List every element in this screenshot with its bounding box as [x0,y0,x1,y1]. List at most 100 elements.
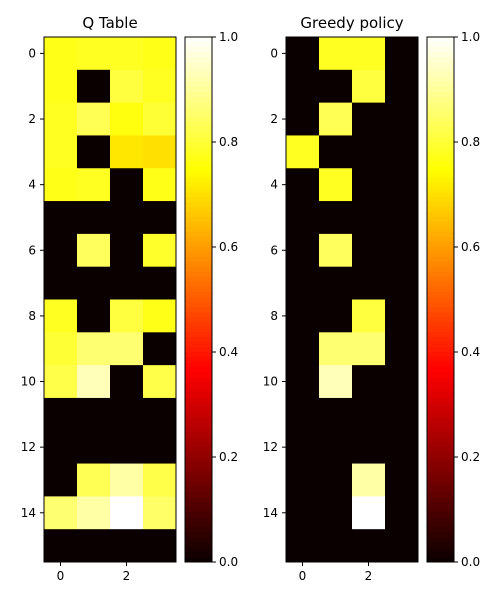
q-table-cell-r0-c0 [44,37,78,71]
greedy-policy-colorbar-tick-label: 0.4 [461,345,480,359]
q-table-cell-r8-c3 [143,299,177,333]
q-table-colorbar-strip [185,472,212,478]
q-table-colorbar-tick-label: 0.8 [219,135,238,149]
q-table-colorbar-strip [185,417,212,423]
greedy-policy-y-tick-label: 14 [263,506,278,520]
greedy-policy-colorbar-strip [427,277,454,283]
greedy-policy-colorbar-strip [427,67,454,73]
greedy-policy-colorbar: 0.0 0.2 0.4 0.6 0.8 1.0 [426,30,480,569]
greedy-policy-colorbar-strip [427,77,454,83]
q-table-cell-r3-c2 [110,135,144,169]
q-table-y-tick-label: 0 [28,46,36,60]
q-table-cell-r7-c1 [77,266,111,300]
greedy-policy-colorbar-strip [427,322,454,328]
q-table-colorbar-ticks: 0.0 0.2 0.4 0.6 0.8 1.0 [212,30,238,569]
q-table-colorbar-strip [185,327,212,333]
q-table-colorbar-strip [185,132,212,138]
q-table-cell-r2-c1 [77,102,111,136]
greedy-policy-colorbar-strip [427,342,454,348]
q-table-cell-r1-c0 [44,69,78,104]
q-table-cell-r8-c0 [44,299,78,333]
q-table-cell-r11-c3 [143,397,177,432]
q-table-cell-r13-c1 [77,463,111,497]
q-table-cell-r3-c1 [77,135,111,169]
greedy-policy-cell-r6-c3 [385,233,419,268]
q-table-colorbar-strip [185,337,212,343]
q-table-colorbar-strip [185,467,212,473]
greedy-policy-colorbar-strip [427,352,454,358]
greedy-policy-colorbar-strip [427,292,454,298]
greedy-policy-cell-r2-c1 [319,102,353,136]
q-table-colorbar-strip [185,302,212,308]
greedy-policy-colorbar-strip [427,327,454,333]
greedy-policy-colorbar-strip [427,177,454,183]
q-table-colorbar-strip [185,492,212,498]
greedy-policy-x-tick-label: 2 [365,569,373,583]
q-table-colorbar-strip [185,122,212,128]
q-table-cell-r15-c2 [110,529,144,563]
greedy-policy-cell-r0-c0 [286,37,320,71]
q-table-colorbar-strip [185,227,212,233]
q-table-cell-r12-c2 [110,430,144,464]
q-table-colorbar-tick-label: 0.6 [219,240,238,254]
q-table-colorbar-strip [185,402,212,408]
greedy-policy-colorbar-strip [427,147,454,153]
greedy-policy-colorbar-strip [427,162,454,168]
q-table-colorbar-strip [185,452,212,458]
greedy-policy-cells [286,37,419,563]
q-table-colorbar-strip [185,297,212,303]
greedy-policy-cell-r1-c0 [286,69,320,104]
greedy-policy-colorbar-strip [427,232,454,238]
greedy-policy-cell-r9-c3 [385,332,419,366]
greedy-policy-cell-r13-c0 [286,463,320,497]
greedy-policy-cell-r10-c2 [352,365,386,399]
q-table-colorbar-strip [185,427,212,433]
q-table-colorbar-strip [185,77,212,83]
greedy-policy-cell-r10-c1 [319,365,353,399]
q-table-cell-r6-c1 [77,233,111,268]
greedy-policy-colorbar-strip [427,452,454,458]
greedy-policy-cell-r9-c0 [286,332,320,366]
greedy-policy-colorbar-strip [427,37,454,43]
greedy-policy-colorbar-strip [427,197,454,203]
greedy-policy-colorbar-strip [427,107,454,113]
q-table-colorbar: 0.0 0.2 0.4 0.6 0.8 1.0 [184,30,238,569]
greedy-policy-colorbar-strip [427,382,454,388]
q-table-colorbar-strip [185,557,212,563]
q-table-colorbar-strip [185,532,212,538]
q-table-colorbar-strip [185,447,212,453]
greedy-policy-colorbar-strip [427,137,454,143]
q-table-cell-r1-c1 [77,69,111,104]
greedy-policy-cell-r8-c0 [286,299,320,333]
greedy-policy-cell-r14-c0 [286,496,320,530]
q-table-colorbar-strip [185,217,212,223]
greedy-policy-colorbar-strip [427,362,454,368]
greedy-policy-cell-r12-c2 [352,430,386,464]
greedy-policy-colorbar-strip [427,202,454,208]
q-table-colorbar-strip [185,362,212,368]
q-table-colorbar-strip [185,347,212,353]
q-table-colorbar-strip [185,522,212,528]
greedy-policy-cell-r4-c2 [352,168,386,202]
greedy-policy-colorbar-strip [427,407,454,413]
greedy-policy-cell-r7-c2 [352,266,386,300]
q-table-cell-r2-c3 [143,102,177,136]
greedy-policy-cell-r3-c0 [286,135,320,169]
q-table-colorbar-strip [185,502,212,508]
q-table-colorbar-strip [185,352,212,358]
q-table-y-tick-label: 8 [28,309,36,323]
q-table-colorbar-strip [185,82,212,88]
q-table-cell-r10-c0 [44,365,78,399]
greedy-policy-y-tick-label: 0 [270,46,278,60]
greedy-policy-colorbar-strip [427,267,454,273]
greedy-policy-colorbar-strip [427,182,454,188]
q-table-cell-r1-c3 [143,69,177,104]
q-table-cell-r8-c1 [77,299,111,333]
greedy-policy-cell-r3-c1 [319,135,353,169]
q-table-colorbar-strip [185,507,212,513]
q-table-cell-r4-c1 [77,168,111,202]
greedy-policy-frame [285,36,419,563]
greedy-policy-colorbar-strip [427,472,454,478]
